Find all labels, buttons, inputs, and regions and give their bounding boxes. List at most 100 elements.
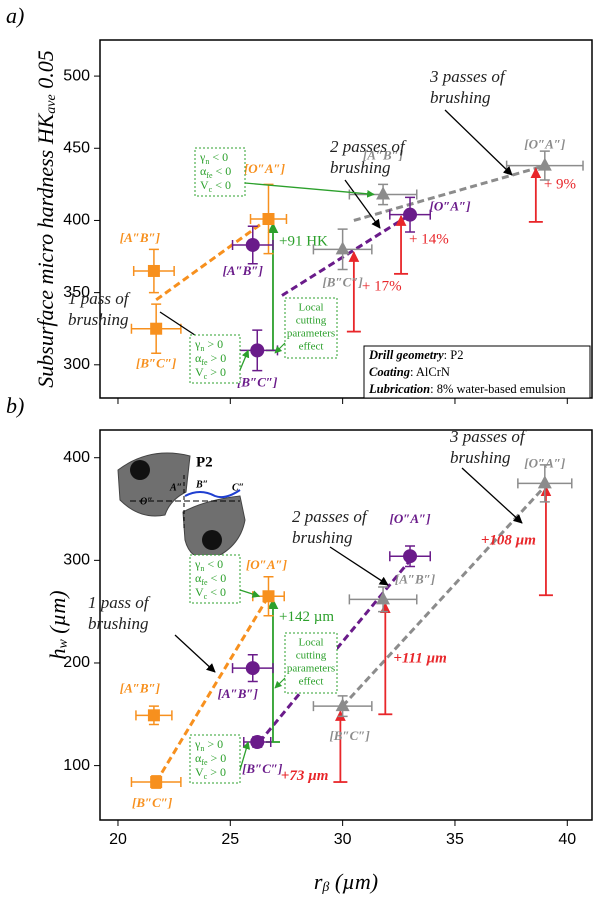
x-axis-label: rβ (µm) [314,869,378,895]
annotation-text: 2 passes of [330,137,407,156]
image-point-label: B″ [195,479,208,490]
condition-box [194,147,246,197]
x-tick-label: 35 [446,831,464,848]
annotation-arrow [174,634,216,673]
improvement-label: + 9% [544,177,576,193]
condition-box [189,734,241,784]
annotation-text: 3 passes of [429,67,507,86]
condition-text: αfe < 0 [195,571,226,587]
annotation-text: 2 passes of [292,507,369,526]
plot-frame [99,429,593,821]
condition-text-part: fe [206,171,213,180]
improvement-label: +142 µm [279,609,334,625]
effect-box [284,632,338,694]
condition-text-part: < 0 [208,571,227,585]
effect-box [284,297,338,359]
annotation-text: brushing [292,528,352,547]
condition-text-part: c [204,372,208,381]
annotation-text: brushing [88,614,148,633]
condition-arrow [239,741,251,771]
point [245,237,260,252]
x-axis-label-part: r [314,869,323,894]
point-label: [B″C″] [322,274,362,289]
x-tick-label: 20 [109,831,127,848]
point [537,157,552,171]
point [150,776,163,789]
trend-line [258,559,412,743]
y-tick-label: 300 [63,356,90,373]
condition-text-part: V [195,765,204,779]
trend-line [341,485,546,708]
point-label: [O″A″] [524,137,565,152]
condition-text-part: α [195,751,202,765]
info-value: : AlCrN [410,365,450,379]
effect-text: Local [298,302,323,314]
y-axis-label: Subsurface micro hardness HKave 0.05 [33,50,59,387]
point [147,709,160,722]
point [376,186,391,200]
x-tick-label: 25 [221,831,239,848]
point [335,698,350,712]
condition-text: αfe > 0 [195,751,226,767]
point [250,343,265,358]
point [250,735,265,749]
point-label: [O″A″] [524,455,565,470]
condition-text-part: n [200,744,204,753]
improvement-label: + 14% [409,231,449,247]
condition-text-part: > 0 [208,351,227,365]
x-tick-label: 30 [334,831,352,848]
condition-text: Vc > 0 [195,765,226,781]
y-axis-label-part: h [45,649,70,660]
point-label: [A″B″] [120,230,160,245]
annotation-text: brushing [330,158,390,177]
effect-text: Local [298,637,323,649]
trend-line [155,220,265,302]
image-label: P2 [196,454,213,470]
condition-text-part: c [209,185,213,194]
condition-text-part: > 0 [204,737,223,751]
y-tick-label: 450 [63,139,90,156]
annotation-text: 1 pass of [68,289,131,308]
annotation-arrow [444,109,513,176]
improvement-label: + 17% [362,278,402,294]
annotation-arrow [329,546,389,586]
y-axis-label-part: 0.05 [33,50,58,94]
info-key: Drill geometry [368,348,444,362]
annotation-text: 1 pass of [88,593,151,612]
info-text: Coating: AlCrN [369,365,450,379]
condition-text-part: < 0 [212,178,231,192]
condition-text-part: V [195,365,204,379]
condition-text-part: > 0 [208,751,227,765]
effect-text: effect [299,676,324,688]
point-label: [B″C″] [329,728,369,743]
condition-text: Vc < 0 [195,585,226,601]
point [245,661,260,676]
panel-label: a) [6,3,24,28]
annotation-text: brushing [68,310,128,329]
trend-line [154,595,270,783]
y-axis-label: hw (µm) [45,590,71,659]
condition-text-part: α [195,571,202,585]
image-point-label: O″ [140,496,153,507]
condition-text: γn < 0 [199,150,228,166]
y-tick-label: 200 [63,654,90,671]
point [376,591,391,605]
condition-text-part: > 0 [207,365,226,379]
condition-text: γn < 0 [194,557,223,573]
point-label: [O″A″] [389,511,430,526]
condition-text: Vc > 0 [195,365,226,381]
condition-text-part: n [200,344,204,353]
point-label: [A″B″] [218,686,258,701]
annotation-arrow [461,467,523,524]
effect-text: parameters [287,663,335,675]
condition-text: γn > 0 [194,337,223,353]
image-point-label: C″ [232,482,244,493]
info-key: Lubrication [368,382,430,396]
condition-text-part: γ [194,737,201,751]
improvement-label: +73 µm [281,768,329,784]
point-label: [A″B″] [223,263,263,278]
condition-text: Vc < 0 [200,178,231,194]
info-key: Coating [369,365,410,379]
condition-box [189,334,241,384]
y-tick-label: 350 [63,284,90,301]
